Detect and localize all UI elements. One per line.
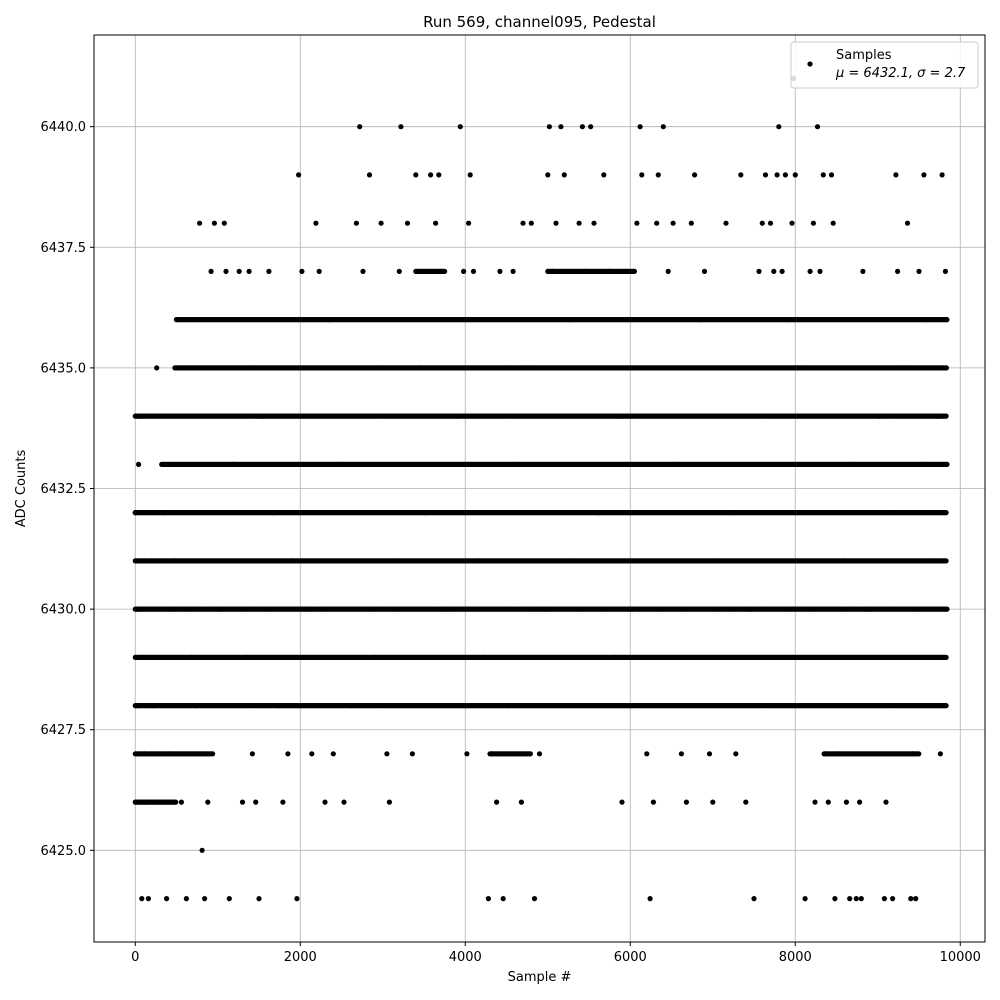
data-point xyxy=(943,365,950,371)
grid xyxy=(94,35,985,942)
scatter-points xyxy=(132,75,950,902)
data-point xyxy=(944,317,950,323)
data-point xyxy=(943,413,949,419)
data-point xyxy=(943,558,949,564)
data-point xyxy=(944,461,950,467)
